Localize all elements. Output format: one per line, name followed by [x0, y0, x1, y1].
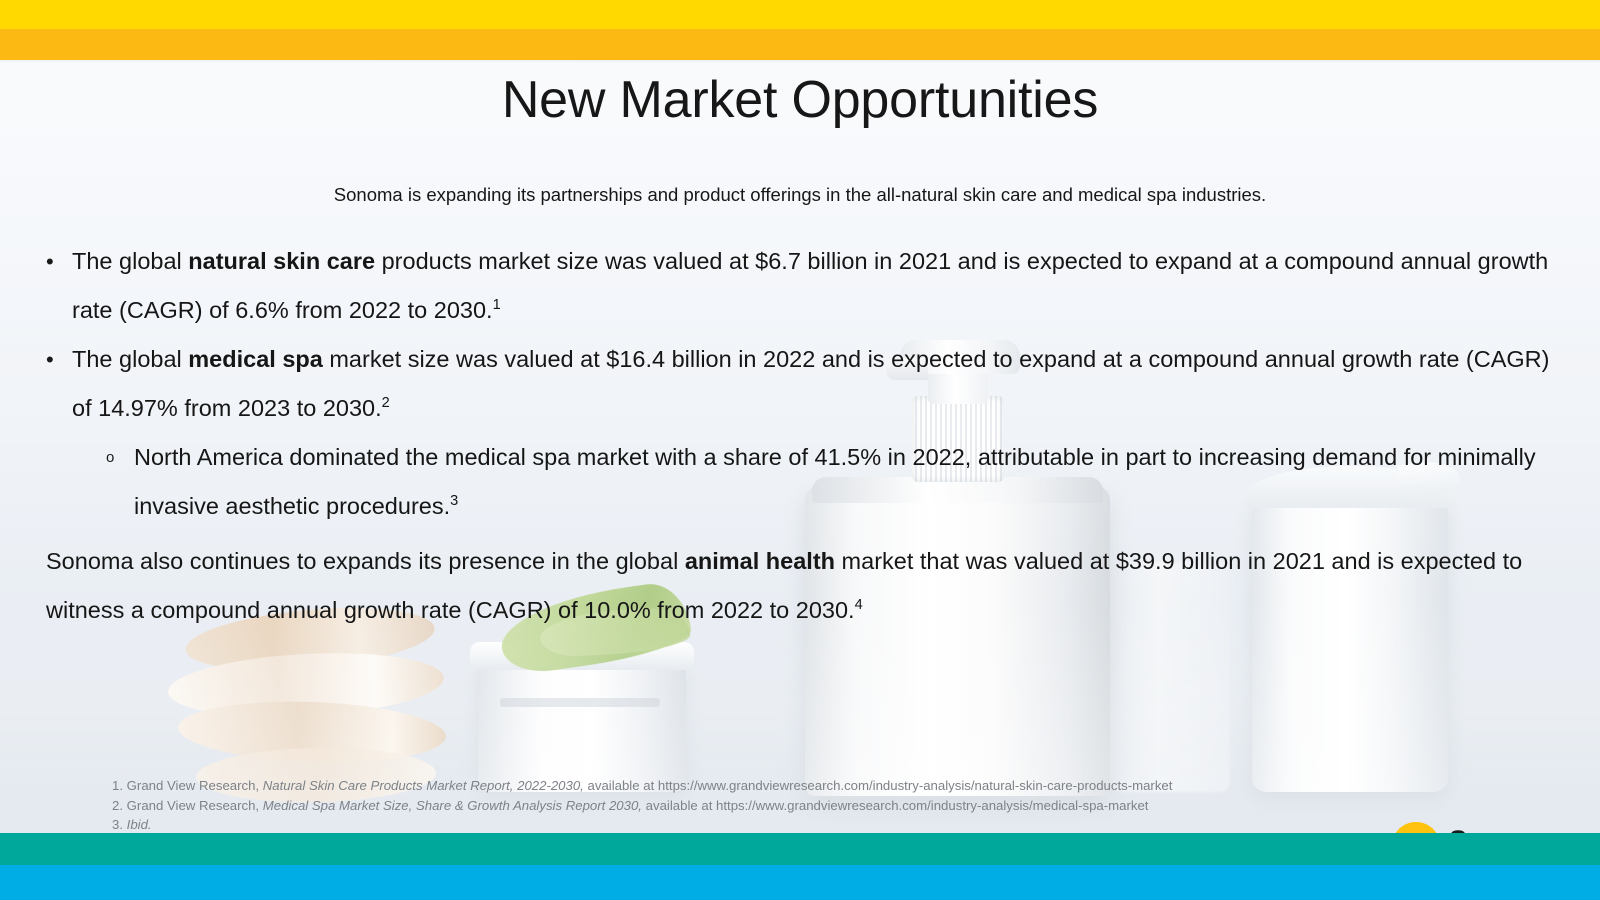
slide-subtitle: Sonoma is expanding its partnerships and… — [333, 184, 1267, 205]
footnote-item: 2. Grand View Research, Medical Spa Mark… — [112, 797, 1149, 813]
page-title: New Market Opportunities — [501, 71, 1099, 129]
bullet-item-natural-skin-care: • The global natural skin care products … — [40, 237, 1560, 335]
sub-bullet-text: North America dominated the medical spa … — [134, 444, 1536, 519]
sub-bullet-item-north-america: o North America dominated the medical sp… — [40, 433, 1560, 531]
sub-bullet-marker: o — [106, 449, 115, 466]
bullet-text: The global natural skin care products ma… — [72, 248, 1549, 323]
slide-content: New Market Opportunities Sonoma is expan… — [0, 62, 1600, 900]
footnote-item: 3. Ibid. — [112, 817, 152, 832]
top-yellow-band — [0, 0, 1600, 29]
bullet-item-medical-spa: • The global medical spa market size was… — [40, 335, 1560, 433]
bullet-text: The global medical spa market size was v… — [72, 346, 1550, 421]
bullet-marker: • — [46, 249, 54, 274]
top-amber-band — [0, 29, 1600, 60]
bottom-teal-band — [0, 833, 1600, 865]
background-photo-spa-products — [0, 62, 1600, 833]
paragraph-animal-health: Sonoma also continues to expands its pre… — [46, 548, 1523, 623]
footnote-item: 1. Grand View Research, Natural Skin Car… — [112, 778, 1173, 793]
bullet-marker: • — [46, 347, 54, 372]
body-content: • The global natural skin care products … — [40, 237, 1560, 635]
bottom-cyan-band: 15 — [0, 865, 1600, 900]
